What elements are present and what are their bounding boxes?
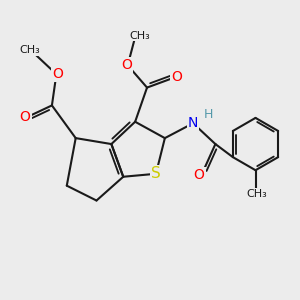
Text: O: O: [20, 110, 31, 124]
Text: CH₃: CH₃: [247, 189, 267, 199]
Text: S: S: [151, 166, 161, 181]
Text: O: O: [121, 58, 132, 72]
Text: CH₃: CH₃: [129, 31, 150, 40]
Text: CH₃: CH₃: [19, 45, 40, 56]
Text: O: O: [194, 168, 205, 182]
Text: N: N: [188, 116, 198, 130]
Text: O: O: [52, 67, 63, 81]
Text: O: O: [171, 70, 182, 84]
Text: H: H: [203, 108, 213, 122]
